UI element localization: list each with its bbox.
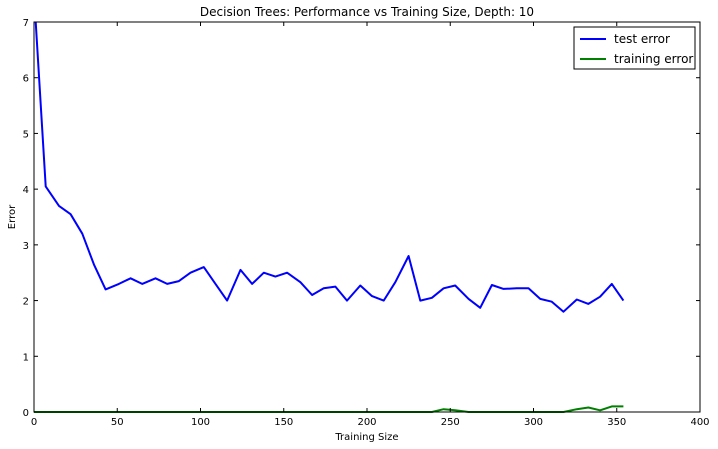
y-tick-label: 5 [23,129,29,140]
y-axis-label: Error [7,204,18,229]
x-tick-label: 200 [357,417,376,428]
x-tick-label: 0 [31,417,37,428]
y-tick-label: 4 [23,185,29,196]
x-axis-label: Training Size [334,432,398,443]
plot-frame [33,21,701,413]
x-tick-label: 300 [524,417,543,428]
legend-label-1: training error [614,52,693,66]
y-tick-label: 6 [23,74,29,85]
x-tick-label: 400 [690,417,709,428]
x-tick-label: 100 [191,417,210,428]
x-tick-label: 50 [111,417,124,428]
y-tick-label: 0 [23,408,29,419]
x-tick-label: 150 [274,417,293,428]
y-tick-label: 2 [23,297,29,308]
y-tick-label: 3 [23,241,29,252]
series-line-1 [34,405,624,413]
x-tick-label: 350 [607,417,626,428]
legend: test error training error [573,26,696,70]
y-tick-label: 7 [23,18,29,29]
legend-label-0: test error [614,32,670,46]
chart-title: Decision Trees: Performance vs Training … [200,5,534,19]
legend-box [573,26,696,70]
x-tick-label: 250 [441,417,460,428]
y-tick-label: 1 [23,352,29,363]
series-line-0 [34,21,625,313]
